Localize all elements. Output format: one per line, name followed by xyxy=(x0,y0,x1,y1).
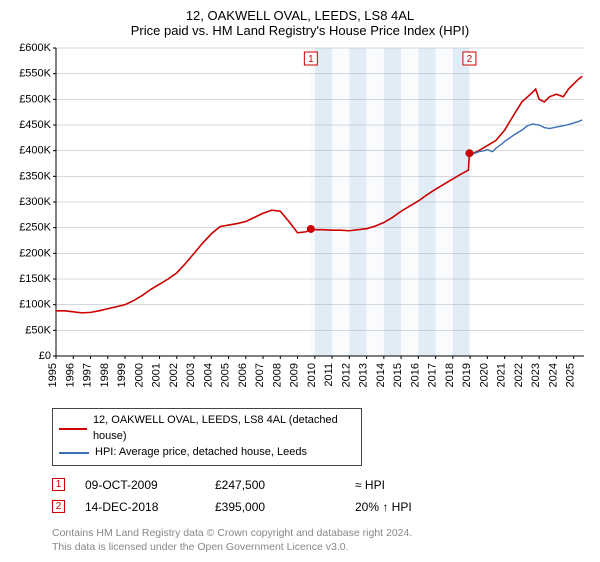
sale-row: 2 14-DEC-2018 £395,000 20% ↑ HPI xyxy=(52,496,592,518)
svg-text:2010: 2010 xyxy=(306,363,318,387)
chart-title-address: 12, OAKWELL OVAL, LEEDS, LS8 4AL xyxy=(8,6,592,23)
sale-price: £395,000 xyxy=(215,500,335,514)
svg-text:2023: 2023 xyxy=(530,363,542,387)
sale-row: 1 09-OCT-2009 £247,500 ≈ HPI xyxy=(52,474,592,496)
price-chart: £0 £50K £100K £150K £200K £250K £300K £350K £400… xyxy=(8,42,592,402)
svg-text:1997: 1997 xyxy=(82,363,94,387)
svg-text:£300K: £300K xyxy=(19,196,51,208)
svg-text:2008: 2008 xyxy=(271,363,283,387)
sale-date: 14-DEC-2018 xyxy=(85,500,195,514)
svg-text:£50K: £50K xyxy=(25,324,51,336)
svg-text:2014: 2014 xyxy=(375,363,387,387)
svg-text:£0: £0 xyxy=(39,350,51,362)
legend-swatch-hpi xyxy=(59,452,89,454)
sale-date: 09-OCT-2009 xyxy=(85,478,195,492)
legend-label-property: 12, OAKWELL OVAL, LEEDS, LS8 4AL (detach… xyxy=(93,413,355,445)
svg-text:1999: 1999 xyxy=(116,363,128,387)
svg-text:2020: 2020 xyxy=(478,363,490,387)
attribution-line: This data is licensed under the Open Gov… xyxy=(52,540,592,554)
chart-svg: £0 £50K £100K £150K £200K £250K £300K £350K £400… xyxy=(8,42,592,402)
svg-text:1: 1 xyxy=(308,54,314,65)
svg-text:2021: 2021 xyxy=(496,363,508,387)
svg-text:1995: 1995 xyxy=(47,363,59,387)
sale-marker-2: 2 xyxy=(52,500,65,513)
svg-text:£400K: £400K xyxy=(19,145,51,157)
svg-text:2001: 2001 xyxy=(151,363,163,387)
svg-text:2024: 2024 xyxy=(547,363,559,387)
attribution: Contains HM Land Registry data © Crown c… xyxy=(52,526,592,554)
svg-text:2006: 2006 xyxy=(237,363,249,387)
svg-text:£150K: £150K xyxy=(19,273,51,285)
svg-text:£250K: £250K xyxy=(19,222,51,234)
legend-label-hpi: HPI: Average price, detached house, Leed… xyxy=(95,445,307,461)
svg-text:£600K: £600K xyxy=(19,42,51,54)
legend-row: HPI: Average price, detached house, Leed… xyxy=(59,445,355,461)
svg-text:£100K: £100K xyxy=(19,299,51,311)
svg-text:2012: 2012 xyxy=(340,363,352,387)
legend-row: 12, OAKWELL OVAL, LEEDS, LS8 4AL (detach… xyxy=(59,413,355,445)
svg-text:2025: 2025 xyxy=(565,363,577,387)
chart-title-sub: Price paid vs. HM Land Registry's House … xyxy=(8,23,592,42)
svg-text:£450K: £450K xyxy=(19,119,51,131)
svg-text:2011: 2011 xyxy=(323,363,335,387)
svg-text:2013: 2013 xyxy=(358,363,370,387)
svg-text:2017: 2017 xyxy=(427,363,439,387)
sale-marker-1: 1 xyxy=(52,478,65,491)
svg-text:2002: 2002 xyxy=(168,363,180,387)
svg-text:£200K: £200K xyxy=(19,247,51,259)
sales-table: 1 09-OCT-2009 £247,500 ≈ HPI 2 14-DEC-20… xyxy=(52,474,592,518)
svg-text:2005: 2005 xyxy=(220,363,232,387)
svg-text:1996: 1996 xyxy=(64,363,76,387)
svg-text:£550K: £550K xyxy=(19,68,51,80)
svg-text:2003: 2003 xyxy=(185,363,197,387)
svg-text:2: 2 xyxy=(467,54,473,65)
svg-text:2016: 2016 xyxy=(409,363,421,387)
svg-text:1998: 1998 xyxy=(99,363,111,387)
sale-compare: 20% ↑ HPI xyxy=(355,500,485,514)
svg-text:2004: 2004 xyxy=(202,363,214,387)
legend: 12, OAKWELL OVAL, LEEDS, LS8 4AL (detach… xyxy=(52,408,362,466)
sale-compare: ≈ HPI xyxy=(355,478,485,492)
svg-text:2022: 2022 xyxy=(513,363,525,387)
attribution-line: Contains HM Land Registry data © Crown c… xyxy=(52,526,592,540)
svg-text:2000: 2000 xyxy=(133,363,145,387)
svg-text:£500K: £500K xyxy=(19,93,51,105)
svg-text:2015: 2015 xyxy=(392,363,404,387)
legend-swatch-property xyxy=(59,428,87,430)
sale-price: £247,500 xyxy=(215,478,335,492)
svg-text:2018: 2018 xyxy=(444,363,456,387)
svg-text:2007: 2007 xyxy=(254,363,266,387)
svg-text:2019: 2019 xyxy=(461,363,473,387)
svg-text:£350K: £350K xyxy=(19,170,51,182)
svg-text:2009: 2009 xyxy=(289,363,301,387)
